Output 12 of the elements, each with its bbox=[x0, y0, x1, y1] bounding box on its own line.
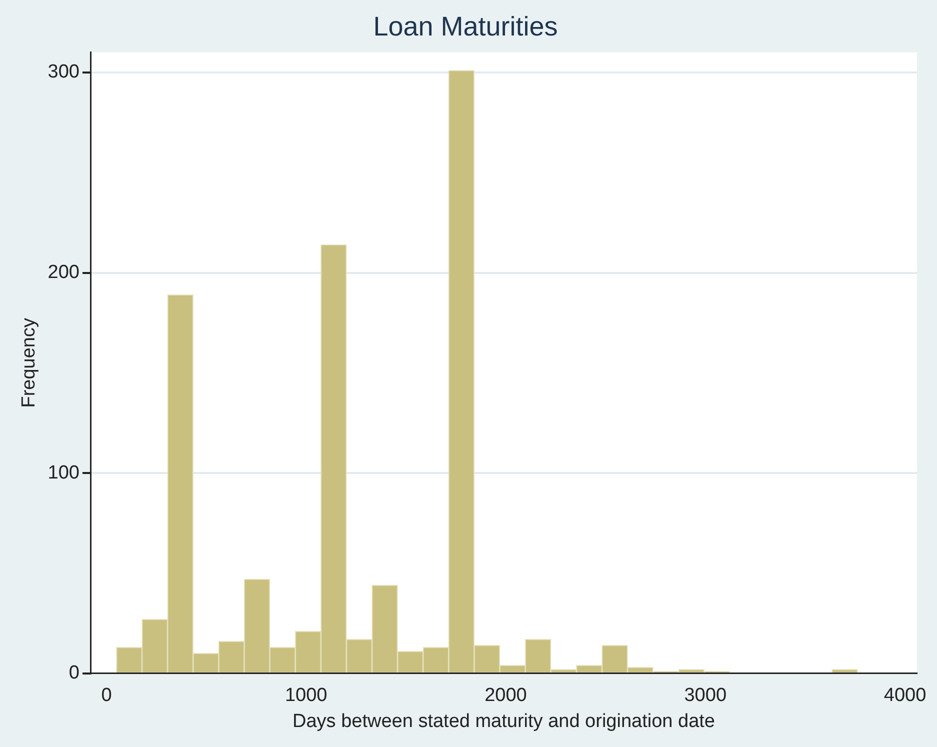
x-axis-title: Days between stated maturity and origination date bbox=[292, 710, 715, 732]
y-tick-label: 300 bbox=[48, 62, 80, 83]
x-tick-label: 3000 bbox=[684, 685, 727, 706]
x-tick-label: 1000 bbox=[284, 685, 328, 706]
x-tick-label: 0 bbox=[101, 685, 112, 706]
x-tick-label: 4000 bbox=[884, 685, 926, 706]
y-tick-label: 200 bbox=[48, 262, 80, 283]
x-tick-label: 2000 bbox=[484, 685, 527, 706]
chart-title: Loan Maturities bbox=[373, 12, 558, 42]
y-axis-title: Frequency bbox=[18, 318, 40, 408]
y-tick-label: 100 bbox=[48, 462, 80, 484]
y-tick-label: 0 bbox=[68, 662, 80, 684]
